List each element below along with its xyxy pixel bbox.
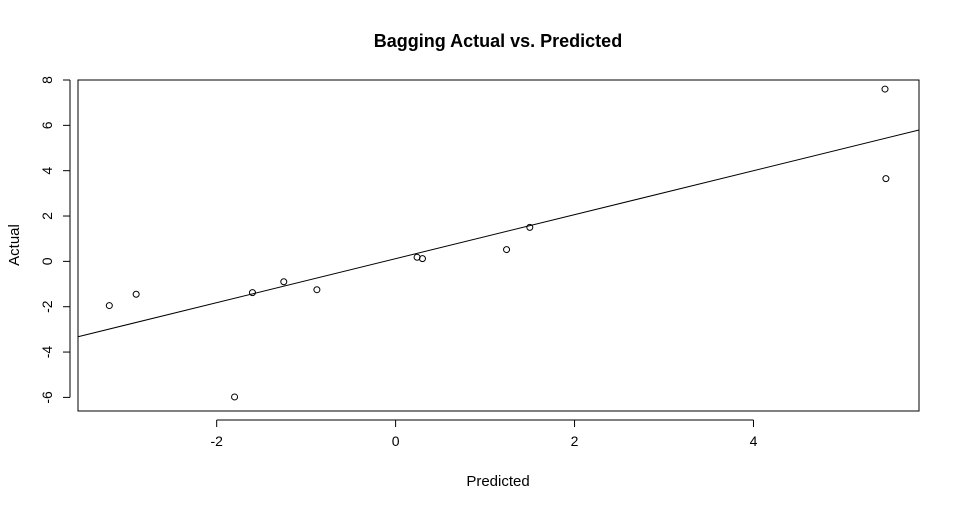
x-tick-label: -2: [210, 433, 223, 449]
y-axis: -6 -4 -2 0 2 4 6 8: [39, 76, 71, 404]
plot-frame: [77, 79, 920, 412]
data-point: [132, 290, 140, 298]
y-tick-label: -4: [39, 346, 55, 359]
data-points-group: [105, 85, 890, 401]
data-point: [313, 286, 321, 294]
y-tick-label: -2: [39, 300, 55, 313]
x-axis-label: Predicted: [466, 473, 529, 490]
y-tick-label: -6: [39, 391, 55, 404]
y-tick-label: 4: [39, 167, 55, 175]
y-axis-label: Actual: [6, 224, 23, 266]
y-tick-label: 0: [39, 257, 55, 265]
y-tick-label: 8: [39, 76, 55, 84]
data-point: [503, 246, 511, 254]
data-point: [881, 85, 889, 93]
x-axis: -2 0 2 4: [210, 419, 758, 449]
data-point: [248, 289, 256, 297]
regression-line-group: [77, 129, 920, 338]
data-point: [418, 255, 426, 263]
regression-line: [77, 129, 920, 338]
data-point: [526, 223, 534, 231]
x-tick-label: 0: [392, 433, 400, 449]
chart-title: Bagging Actual vs. Predicted: [374, 31, 622, 51]
y-tick-label: 2: [39, 212, 55, 220]
data-point: [882, 175, 890, 183]
x-tick-label: 2: [571, 433, 579, 449]
y-tick-label: 6: [39, 121, 55, 129]
data-point: [280, 278, 288, 286]
x-tick-label: 4: [750, 433, 758, 449]
data-point: [231, 393, 239, 401]
data-point: [105, 302, 113, 310]
